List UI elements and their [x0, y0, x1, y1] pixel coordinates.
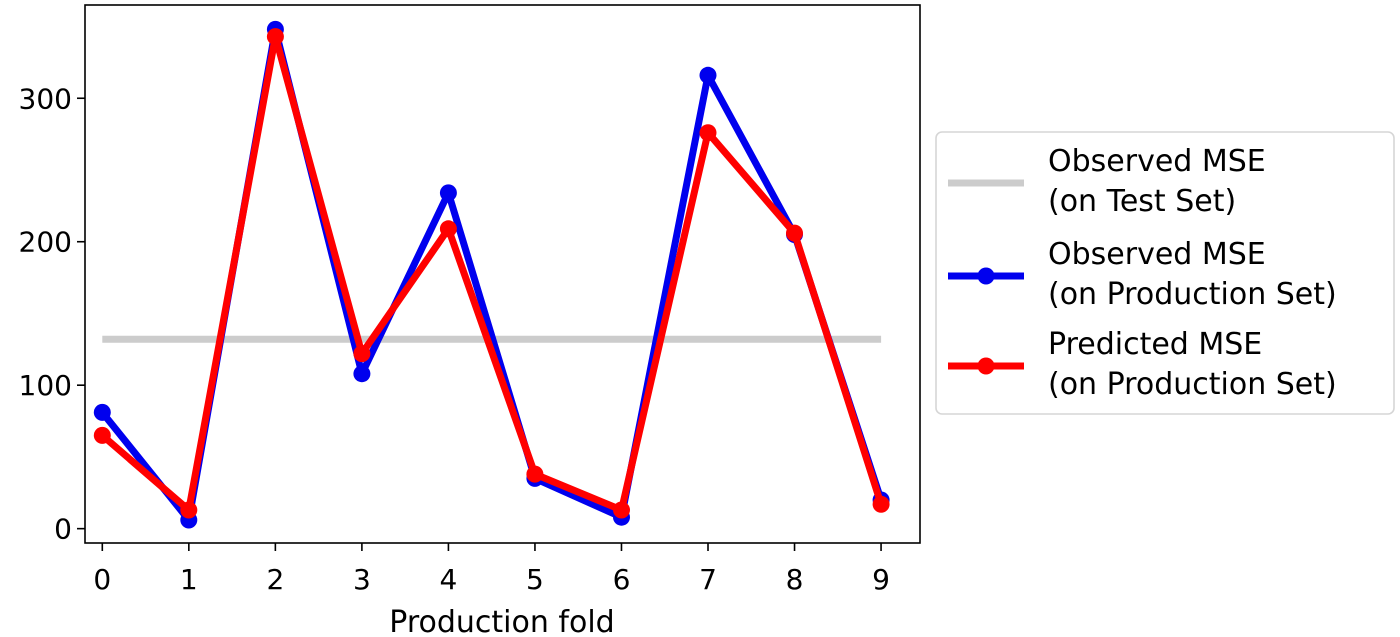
legend-marker-predicted_production [977, 357, 995, 375]
plot-frame [84, 4, 921, 544]
plot-layer [93, 20, 890, 529]
legend-label-predicted_production-2: (on Production Set) [1048, 367, 1337, 402]
axis-layer: 0 1 2 3 4 5 6 7 8 9 0 100 200 300 [19, 82, 890, 596]
legend-label-observed_production-2: (on Production Set) [1048, 277, 1337, 312]
legend-label-predicted_production-1: Predicted MSE [1048, 327, 1262, 362]
point-predicted_production-7 [699, 124, 717, 142]
point-observed_production-7 [699, 66, 717, 84]
point-predicted_production-0 [93, 426, 111, 444]
x-tick-label-2: 2 [266, 563, 284, 596]
y-tick-label-100: 100 [19, 369, 72, 402]
point-observed_production-4 [439, 184, 457, 202]
x-tick-label-7: 7 [699, 563, 717, 596]
point-predicted_production-5 [526, 465, 544, 483]
y-tick-label-300: 300 [19, 82, 72, 115]
y-tick-label-200: 200 [19, 226, 72, 259]
legend: Observed MSE (on Test Set) Observed MSE (on… [935, 131, 1395, 415]
x-tick-label-1: 1 [180, 563, 198, 596]
series-line-observed_production [99, 25, 885, 524]
legend-frame [935, 131, 1395, 415]
series-line-predicted_production [100, 33, 885, 514]
point-observed_production-0 [93, 403, 111, 421]
point-predicted_production-2 [266, 28, 284, 46]
legend-items: Observed MSE (on Test Set) Observed MSE (on… [948, 144, 1337, 402]
point-predicted_production-6 [613, 501, 630, 519]
point-predicted_production-3 [353, 345, 371, 363]
x-tick-label-3: 3 [353, 563, 371, 596]
legend-label-observed_production-1: Observed MSE [1048, 237, 1266, 272]
point-predicted_production-4 [439, 220, 457, 238]
point-predicted_production-8 [786, 224, 803, 242]
point-predicted_production-1 [180, 501, 198, 519]
point-predicted_production-9 [872, 495, 890, 513]
x-tick-label-8: 8 [786, 563, 804, 596]
x-tick-label-9: 9 [872, 563, 890, 596]
x-tick-label-4: 4 [440, 563, 458, 596]
legend-label-observed_test-1: Observed MSE [1048, 144, 1266, 179]
legend-label-observed_test-2: (on Test Set) [1048, 184, 1236, 219]
y-tick-label-0: 0 [54, 513, 72, 546]
legend-marker-observed_production [977, 267, 995, 285]
point-observed_production-3 [353, 365, 371, 383]
x-tick-label-5: 5 [526, 563, 544, 596]
x-tick-label-6: 6 [613, 563, 631, 596]
x-axis-title: Production fold [389, 605, 614, 637]
x-tick-label-0: 0 [93, 563, 111, 596]
